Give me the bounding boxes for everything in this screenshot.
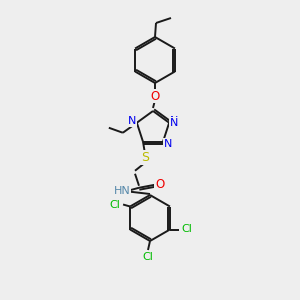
Text: O: O <box>155 178 165 191</box>
Text: S: S <box>141 151 149 164</box>
Text: N: N <box>170 116 178 126</box>
Text: HN: HN <box>114 186 130 196</box>
Text: N: N <box>128 116 136 126</box>
Text: Cl: Cl <box>182 224 192 235</box>
Text: Cl: Cl <box>142 252 153 262</box>
Text: O: O <box>150 89 160 103</box>
Text: N: N <box>170 118 178 128</box>
Text: Cl: Cl <box>110 200 121 209</box>
Text: N: N <box>164 139 172 149</box>
